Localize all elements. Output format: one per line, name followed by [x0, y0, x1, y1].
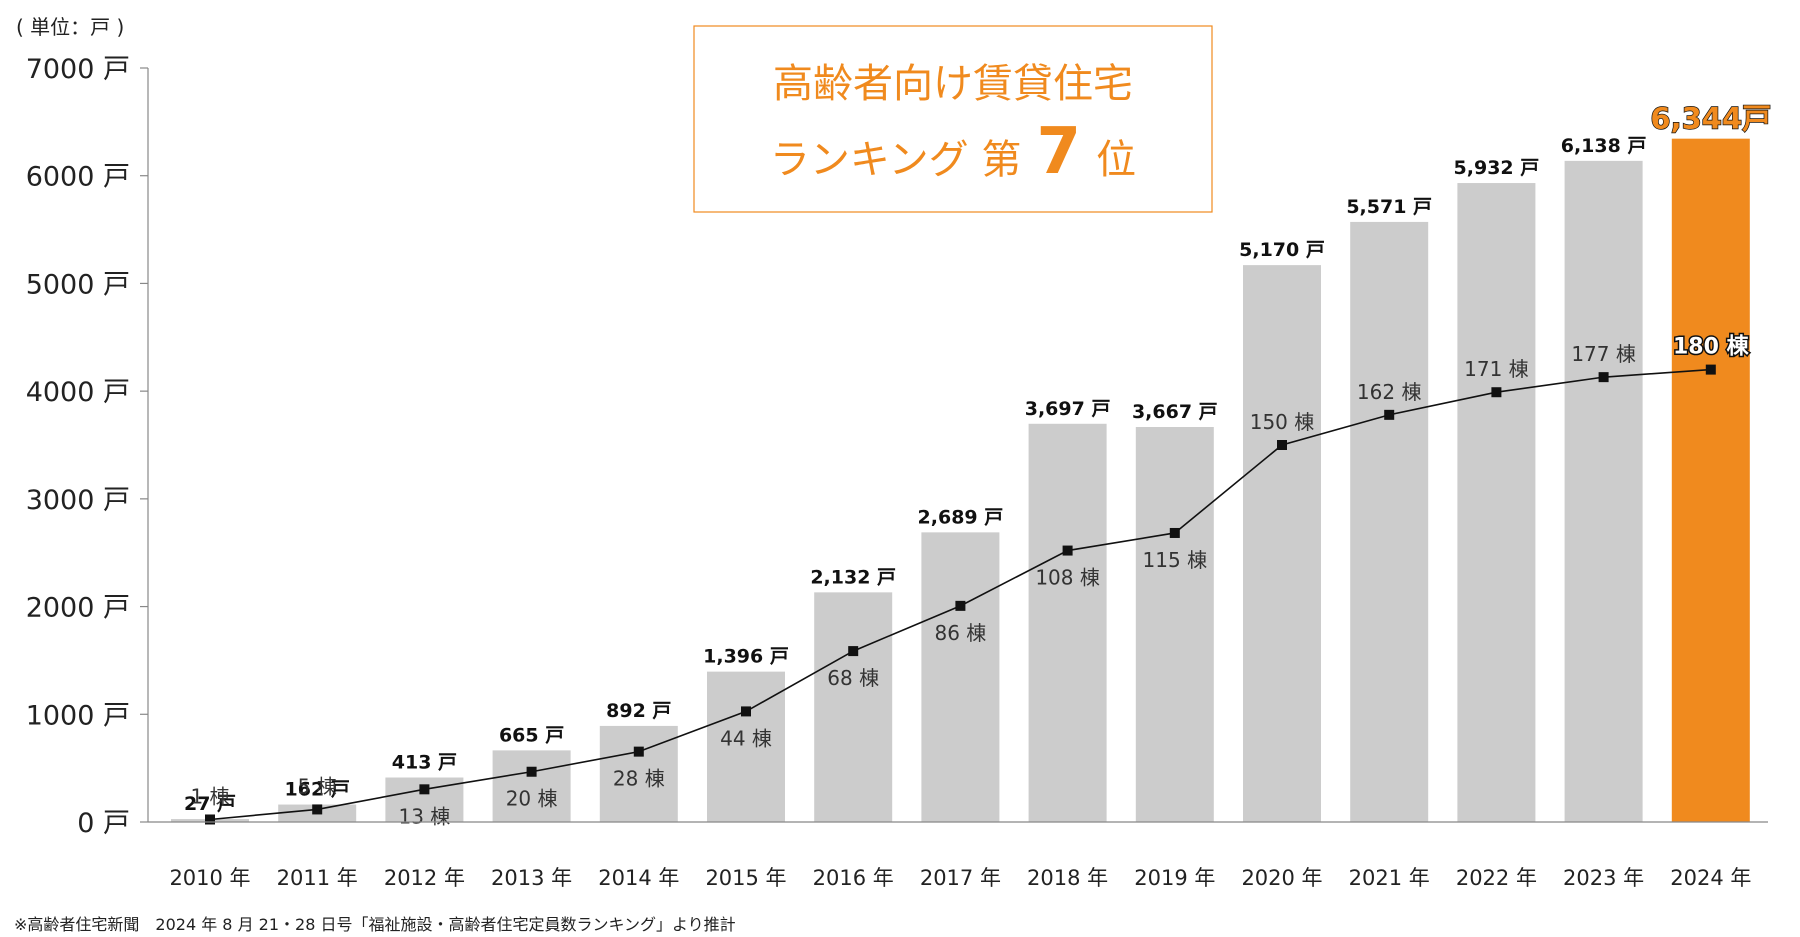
- bar: [1243, 265, 1321, 822]
- x-tick-label: 2012 年: [384, 866, 465, 890]
- bar-value-label: 6,344戸: [1650, 102, 1771, 136]
- unit-note: ( 単位：戸 ): [16, 15, 124, 39]
- bar-value-label: 5,170 戸: [1239, 239, 1325, 261]
- bar-value-label: 892 戸: [606, 700, 671, 722]
- x-tick-label: 2011 年: [277, 866, 358, 890]
- bar-value-label: 2,132 戸: [810, 566, 896, 588]
- x-axis: 2010 年 2011 年 2012 年 2013 年 2014 年 2015 年 2016…: [148, 821, 1768, 890]
- x-tick-label: 2019 年: [1134, 866, 1215, 890]
- bar-value-label: 665 戸: [499, 724, 564, 746]
- y-tick-label: 6000 戸: [26, 162, 130, 193]
- y-tick-label: 1000 戸: [26, 700, 130, 731]
- building-point: [1598, 372, 1609, 383]
- building-point: [1277, 440, 1287, 450]
- x-tick-label: 2017 年: [920, 866, 1001, 890]
- y-tick-label: 5000 戸: [26, 269, 130, 300]
- bar: [1350, 221, 1429, 823]
- bar-highlight: [1671, 138, 1750, 822]
- building-point: [1705, 364, 1716, 375]
- ranking-prefix: ランキング 第: [770, 137, 1022, 183]
- x-tick-label: 2014 年: [598, 866, 679, 890]
- bar: [814, 592, 893, 822]
- bar-value-label: 27 戸: [184, 793, 236, 815]
- building-point: [741, 706, 751, 717]
- bar-value-label: 1,396 戸: [703, 646, 789, 668]
- y-tick-label: 3000 戸: [26, 485, 130, 516]
- building-point: [1384, 409, 1395, 420]
- y-tick-label: 4000 戸: [26, 377, 130, 408]
- ranking-box: 高齢者向け賃貸住宅 ランキング 第 7 位: [693, 25, 1213, 213]
- ranking-number: 7: [1036, 115, 1081, 189]
- x-tick-label: 2015 年: [705, 866, 786, 890]
- ranking-title-line1: 高齢者向け賃貸住宅: [773, 61, 1133, 107]
- bar-value-label: 162 戸: [285, 779, 350, 801]
- building-value-label: 150 棟: [1250, 410, 1315, 434]
- x-tick-label: 2023 年: [1563, 866, 1644, 890]
- building-value-label: 115 棟: [1143, 548, 1208, 572]
- bar: [1135, 427, 1214, 822]
- building-point: [848, 646, 859, 657]
- building-value-label: 177 棟: [1571, 342, 1636, 366]
- building-value-label: 28 棟: [613, 767, 665, 791]
- bar: [921, 532, 1000, 822]
- y-tick-label: 0 戸: [77, 808, 130, 839]
- building-point: [205, 814, 215, 825]
- building-value-label: 86 棟: [934, 621, 986, 645]
- building-point: [633, 746, 644, 757]
- bar-value-label: 6,138 戸: [1561, 135, 1647, 157]
- ranking-title-line2: ランキング 第 7 位: [770, 115, 1136, 189]
- building-value-label: 180 棟: [1673, 334, 1750, 360]
- building-value-label: 162 棟: [1357, 380, 1422, 404]
- building-value-label: 5 棟: [298, 774, 337, 798]
- bar: [492, 750, 571, 822]
- building-point: [1062, 545, 1073, 556]
- building-point: [312, 804, 323, 815]
- bar-value-label: 3,667 戸: [1132, 401, 1218, 423]
- building-value-label: 1 棟: [190, 784, 229, 808]
- bars: 27 戸 162 戸 413 戸 665 戸 892 戸 1,396 戸 2,132 戸 2,…: [171, 101, 1772, 823]
- x-tick-label: 2018 年: [1027, 866, 1108, 890]
- y-tick-label: 2000 戸: [26, 593, 130, 624]
- building-point: [419, 784, 430, 795]
- bar-value-label: 5,571 戸: [1346, 196, 1432, 218]
- building-value-label: 171 棟: [1464, 357, 1529, 381]
- ranking-box-frame: [693, 25, 1213, 213]
- bar: [1028, 423, 1107, 822]
- building-value-label: 13 棟: [398, 804, 450, 828]
- building-value-label: 20 棟: [506, 787, 558, 811]
- x-tick-label: 2020 年: [1241, 866, 1322, 890]
- x-tick-label: 2010 年: [169, 866, 250, 890]
- y-tick-label: 7000 戸: [26, 54, 130, 85]
- bar-value-label: 3,697 戸: [1025, 398, 1111, 420]
- bar-value-label: 2,689 戸: [918, 506, 1004, 528]
- building-point: [955, 600, 966, 611]
- bar-value-label: 5,932 戸: [1454, 157, 1540, 179]
- building-point: [1491, 387, 1502, 398]
- bar-value-label: 413 戸: [392, 752, 457, 774]
- building-point: [526, 766, 537, 777]
- x-tick-label: 2022 年: [1456, 866, 1537, 890]
- building-point: [1169, 527, 1180, 538]
- x-tick-label: 2024 年: [1670, 866, 1751, 890]
- x-tick-label: 2016 年: [813, 866, 894, 890]
- bar: [1564, 160, 1643, 822]
- bar: [1457, 183, 1536, 822]
- y-axis: 0 戸 1000 戸 2000 戸 3000 戸 4000 戸 5000 戸 6000 戸 7…: [26, 54, 149, 839]
- footnote: ※高齢者住宅新聞 2024 年 8 月 21・28 日号「福祉施設・高齢者住宅定…: [14, 915, 736, 934]
- building-value-label: 108 棟: [1035, 566, 1100, 590]
- building-line: 1 棟 5 棟 13 棟 20 棟 28 棟 44 棟 68 棟 86 棟 108 棟 115 棟…: [190, 332, 1751, 828]
- building-value-label: 68 棟: [827, 666, 879, 690]
- x-tick-label: 2021 年: [1349, 866, 1430, 890]
- x-tick-label: 2013 年: [491, 866, 572, 890]
- ranking-suffix: 位: [1096, 137, 1136, 183]
- building-value-label: 44 棟: [720, 726, 772, 750]
